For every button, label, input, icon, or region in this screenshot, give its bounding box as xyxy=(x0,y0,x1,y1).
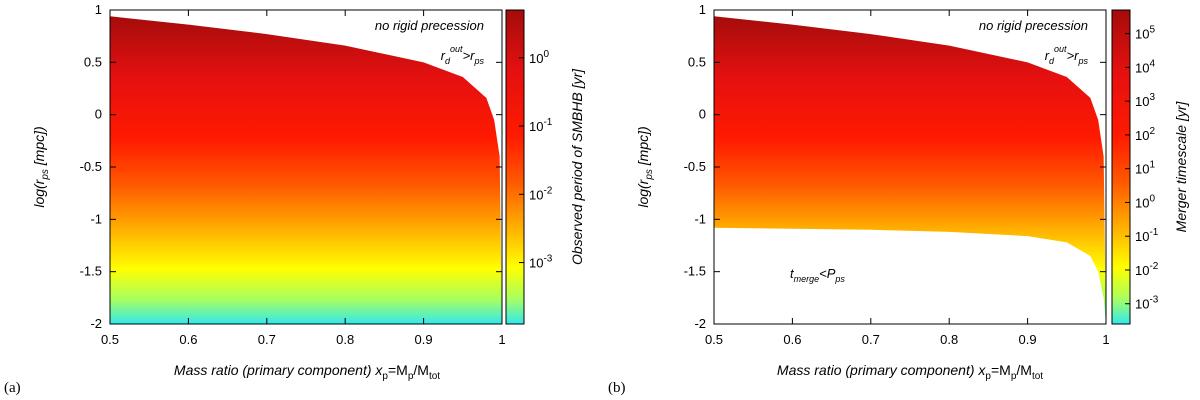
panel-b-colorbar-tick-label: 10-2 xyxy=(1135,261,1159,278)
panel-a-y-tick-label: -1 xyxy=(90,211,102,226)
panel-a-y-tick-label: 1 xyxy=(95,2,102,17)
panel-a-annotation-rd-out: rdout>rps xyxy=(441,44,485,66)
panel-b-y-tick-label: -2 xyxy=(694,316,706,331)
panel-b-colorbar xyxy=(1111,9,1131,325)
panel-b-y-axis-label: log(rps [mpc]) xyxy=(635,126,655,207)
panel-a-colorbar xyxy=(505,9,525,325)
panel-a-colorbar-label: Observed period of SMBHB [yr] xyxy=(569,68,585,265)
panel-b-annotation-rd-out: rdout>rps xyxy=(1045,44,1089,66)
panel-b-y-tick-label: -0.5 xyxy=(684,159,706,174)
panel-a-y-tick-label: 0.5 xyxy=(84,54,102,69)
panel-b-colorbar-tick-label: 104 xyxy=(1135,58,1155,75)
panel-a-y-tick-label: -1.5 xyxy=(80,264,102,279)
panel-a-x-tick-label: 0.9 xyxy=(415,332,433,347)
panel-a-label: (a) xyxy=(4,380,21,396)
panel-b-colorbar-label: Merger timescale [yr] xyxy=(1173,101,1189,233)
panel-a-colorbar-tick-label: 100 xyxy=(529,49,549,66)
panel-a-x-tick-label: 0.6 xyxy=(179,332,197,347)
panel-a-x-axis-label: Mass ratio (primary component) xp=Mp/Mto… xyxy=(174,362,440,382)
panel-b-colored-region xyxy=(714,16,1106,325)
panel-a-x-tick-label: 1 xyxy=(498,332,505,347)
panel-b-label: (b) xyxy=(608,380,626,396)
panel-b-colorbar-tick-label: 10-3 xyxy=(1135,295,1159,312)
panel-b-y-tick-label: -1.5 xyxy=(684,264,706,279)
panel-b-colorbar-tick-label: 105 xyxy=(1135,25,1155,42)
panel-b-colorbar-tick-label: 10-1 xyxy=(1135,227,1159,244)
panel-a-y-tick-label: 0 xyxy=(95,107,102,122)
panel-a-y-tick-label: -2 xyxy=(90,316,102,331)
panel-a-colorbar-tick-label: 10-2 xyxy=(529,185,553,202)
panel-b-colorbar-tick-label: 100 xyxy=(1135,193,1155,210)
panel-b-y-tick-label: 0.5 xyxy=(688,54,706,69)
panel-b-y-tick-label: 0 xyxy=(699,107,706,122)
panel-b-y-tick-label: -1 xyxy=(694,211,706,226)
panel-a-x-tick-label: 0.5 xyxy=(101,332,119,347)
panel-b-annotation-no-rigid: no rigid precession xyxy=(979,18,1088,33)
panel-b-annotation-tmerge: tmerge<Pps xyxy=(790,266,845,284)
panel-b-x-tick-label: 0.7 xyxy=(862,332,880,347)
panel-a-x-tick-label: 0.7 xyxy=(258,332,276,347)
panel-a-y-tick-label: -0.5 xyxy=(80,159,102,174)
panel-b-x-tick-label: 0.9 xyxy=(1019,332,1037,347)
panel-b-x-tick-label: 0.5 xyxy=(705,332,723,347)
panel-b-x-tick-label: 0.8 xyxy=(940,332,958,347)
panel-b-x-tick-label: 1 xyxy=(1102,332,1109,347)
panel-b-colorbar-tick-label: 102 xyxy=(1135,126,1155,143)
panel-b-x-axis-label: Mass ratio (primary component) xp=Mp/Mto… xyxy=(777,362,1043,382)
panel-a-y-axis-label: log(rps [mpc]) xyxy=(31,126,51,207)
panel-a-colorbar-tick-label: 10-1 xyxy=(529,117,553,134)
panel-a: 0.5 0.6 0.7 0.8 0.9 1 1 0.5 0 -0.5 -1 -1.5 -2 no ri… xyxy=(4,2,585,396)
panel-a-colorbar-tick-label: 10-3 xyxy=(529,254,553,271)
panel-b-colorbar-tick-label: 103 xyxy=(1135,92,1155,109)
panel-a-x-tick-label: 0.8 xyxy=(336,332,354,347)
panel-b-y-tick-label: 1 xyxy=(699,2,706,17)
panel-a-annotation-no-rigid: no rigid precession xyxy=(375,18,484,33)
panel-b-colorbar-tick-label: 101 xyxy=(1135,160,1155,177)
panel-b: 0.5 0.6 0.7 0.8 0.9 1 1 0.5 0 -0.5 -1 -1.5 -2 no ri… xyxy=(608,2,1189,396)
panel-a-colored-region xyxy=(110,16,502,325)
panel-b-x-tick-label: 0.6 xyxy=(783,332,801,347)
